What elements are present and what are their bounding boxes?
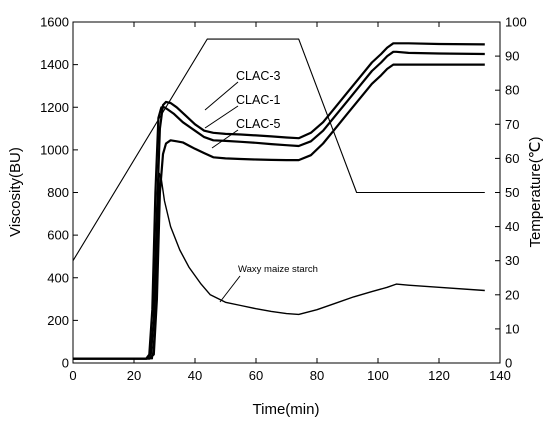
y2-tick-label: 20 [505, 287, 519, 302]
waxy-maize-starch-label: Waxy maize starch [238, 264, 318, 275]
y2-tick-label: 50 [505, 185, 519, 200]
annotation-leader [204, 105, 239, 129]
clac-5-label: CLAC-5 [236, 117, 281, 131]
temperature-line [72, 38, 485, 261]
clac-1-label: CLAC-1 [236, 93, 281, 107]
y2-tick-label: 100 [505, 15, 527, 30]
y-tick-label: 1400 [40, 57, 69, 72]
clac-3-label: CLAC-3 [236, 69, 281, 83]
y2-tick-label: 10 [505, 321, 519, 336]
y-tick-label: 1000 [40, 142, 69, 157]
y2-tick-label: 60 [505, 151, 519, 166]
y-tick-label: 600 [47, 228, 69, 243]
y2-tick-label: 40 [505, 219, 519, 234]
y2-axis-title: Temperature(℃) [527, 136, 544, 247]
clac-1-line [73, 50, 485, 360]
y-axis-title: Viscosity(BU) [7, 147, 24, 237]
x-tick-label: 100 [367, 368, 389, 383]
y-tick-label: 200 [47, 313, 69, 328]
annotations: CLAC-3 CLAC-1 CLAC-5 Waxy maize starch [204, 69, 318, 303]
y-tick-label: 0 [62, 356, 69, 371]
x-tick-label: 0 [69, 368, 76, 383]
clac-5-line [73, 63, 485, 360]
y2-tick-label: 0 [505, 356, 512, 371]
waxy-maize-starch-line [73, 172, 485, 360]
annotation-leader [211, 129, 239, 149]
x-tick-label: 140 [489, 368, 511, 383]
y2-tick-label: 90 [505, 49, 519, 64]
y2-tick-label: 70 [505, 117, 519, 132]
x-tick-label: 40 [188, 368, 202, 383]
y-tick-label: 1200 [40, 100, 69, 115]
x-tick-label: 20 [127, 368, 141, 383]
annotation-leader [219, 275, 241, 303]
y-tick-label: 1600 [40, 15, 69, 30]
y-tick-label: 400 [47, 270, 69, 285]
x-tick-label: 60 [249, 368, 263, 383]
x-tick-label: 80 [310, 368, 324, 383]
axis-ticks: 0 20 40 60 80 100 120 1400200400600800100012001… [40, 15, 527, 384]
x-tick-label: 120 [428, 368, 450, 383]
annotation-leader [204, 81, 239, 111]
series-lines [72, 38, 485, 360]
x-axis-title: Time(min) [253, 401, 320, 418]
y2-tick-label: 80 [505, 83, 519, 98]
y-tick-label: 800 [47, 185, 69, 200]
y2-tick-label: 30 [505, 253, 519, 268]
clac-3-line [73, 42, 485, 360]
